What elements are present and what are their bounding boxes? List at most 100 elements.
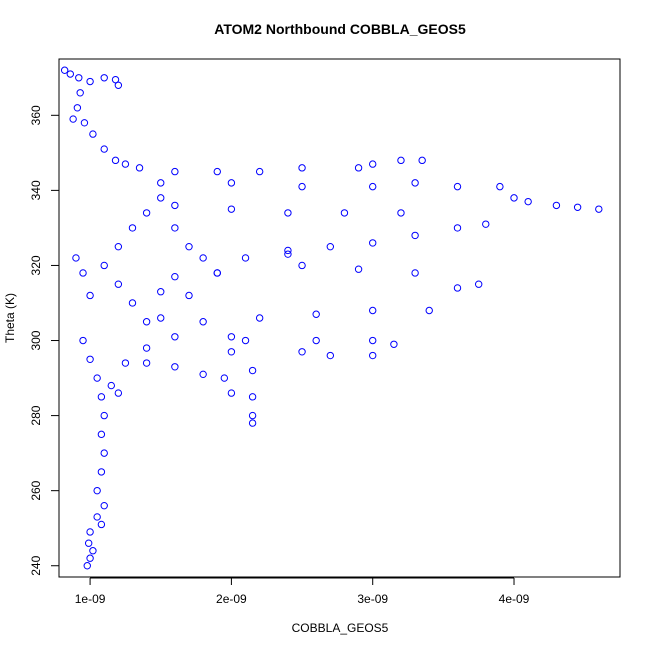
data-point <box>312 336 320 345</box>
x-tick-label: 4e-09 <box>499 592 530 606</box>
data-point <box>453 182 462 191</box>
data-point <box>474 280 483 288</box>
data-point <box>157 179 165 187</box>
data-point <box>97 520 106 529</box>
x-axis-label: COBBLA_GEOS5 <box>292 621 389 635</box>
data-point <box>83 562 91 570</box>
data-point <box>227 333 236 341</box>
data-point <box>411 179 419 187</box>
data-point <box>411 269 419 277</box>
data-point <box>298 261 306 270</box>
y-tick-label: 280 <box>29 405 43 425</box>
x-tick-label: 2e-09 <box>216 592 247 606</box>
data-point <box>397 156 405 165</box>
data-point <box>227 205 236 213</box>
data-point <box>284 246 292 255</box>
data-point <box>199 254 207 262</box>
data-point <box>227 179 236 187</box>
data-point <box>496 182 504 191</box>
data-point <box>142 318 151 326</box>
data-point <box>453 284 462 292</box>
data-point <box>97 393 106 401</box>
data-point <box>298 348 306 356</box>
data-point <box>86 528 94 536</box>
data-point <box>390 340 398 348</box>
data-points <box>60 66 603 570</box>
y-tick-label: 260 <box>29 480 43 500</box>
data-point <box>326 351 335 360</box>
data-point <box>312 310 320 318</box>
y-tick-label: 320 <box>29 255 43 275</box>
data-point <box>97 430 106 439</box>
data-point <box>100 261 108 270</box>
data-point <box>111 156 120 165</box>
data-point <box>284 209 292 217</box>
data-point <box>227 389 236 397</box>
data-point <box>86 554 94 562</box>
data-point <box>397 209 405 217</box>
data-point <box>482 220 490 228</box>
data-point <box>298 182 306 191</box>
data-point <box>86 291 94 300</box>
x-axis: 1e-09 2e-09 3e-09 4e-09 <box>75 577 530 606</box>
data-point <box>255 167 264 176</box>
data-point <box>89 547 97 555</box>
data-point <box>114 280 123 288</box>
data-point <box>89 130 97 138</box>
data-point <box>157 288 165 296</box>
data-point <box>595 205 603 213</box>
data-point <box>369 306 377 315</box>
data-point <box>157 314 165 322</box>
data-point <box>121 359 130 367</box>
data-point <box>86 355 94 363</box>
data-point <box>100 145 108 153</box>
data-point <box>220 374 229 382</box>
data-point <box>524 197 532 206</box>
y-tick-label: 240 <box>29 555 43 575</box>
data-point <box>510 194 518 202</box>
data-point <box>248 393 257 401</box>
data-point <box>80 119 89 127</box>
data-point <box>199 370 207 379</box>
data-point <box>73 104 82 112</box>
data-point <box>241 254 250 262</box>
x-tick-label: 1e-09 <box>75 592 106 606</box>
data-point <box>100 501 108 510</box>
data-point <box>111 75 120 84</box>
data-point <box>425 306 433 315</box>
data-point <box>199 318 207 326</box>
data-point <box>75 74 83 82</box>
data-point <box>248 366 257 375</box>
data-point <box>107 381 115 390</box>
data-point <box>241 336 250 345</box>
data-point <box>93 513 101 521</box>
data-point <box>84 539 93 547</box>
data-point <box>79 336 87 345</box>
plot-frame <box>58 58 621 578</box>
data-point <box>369 336 377 345</box>
chart-title: ATOM2 Northbound COBBLA_GEOS5 <box>214 21 466 37</box>
data-point <box>411 231 419 240</box>
data-point <box>369 239 377 247</box>
y-tick-label: 340 <box>29 180 43 200</box>
data-point <box>171 363 179 371</box>
data-point <box>135 164 144 172</box>
data-point <box>86 77 94 86</box>
data-point <box>142 359 151 367</box>
y-axis-label: Theta (K) <box>3 293 17 343</box>
data-point <box>171 201 179 210</box>
data-point <box>227 348 236 356</box>
data-point <box>100 411 108 420</box>
data-point <box>114 242 123 251</box>
data-point <box>157 194 165 202</box>
data-point <box>213 269 221 277</box>
y-axis: 240 260 280 300 320 340 360 <box>29 105 60 576</box>
data-point <box>171 333 179 341</box>
data-point <box>418 156 426 165</box>
data-point <box>326 242 335 251</box>
data-point <box>171 224 179 232</box>
data-point <box>171 167 179 176</box>
y-tick-label: 300 <box>29 330 43 350</box>
